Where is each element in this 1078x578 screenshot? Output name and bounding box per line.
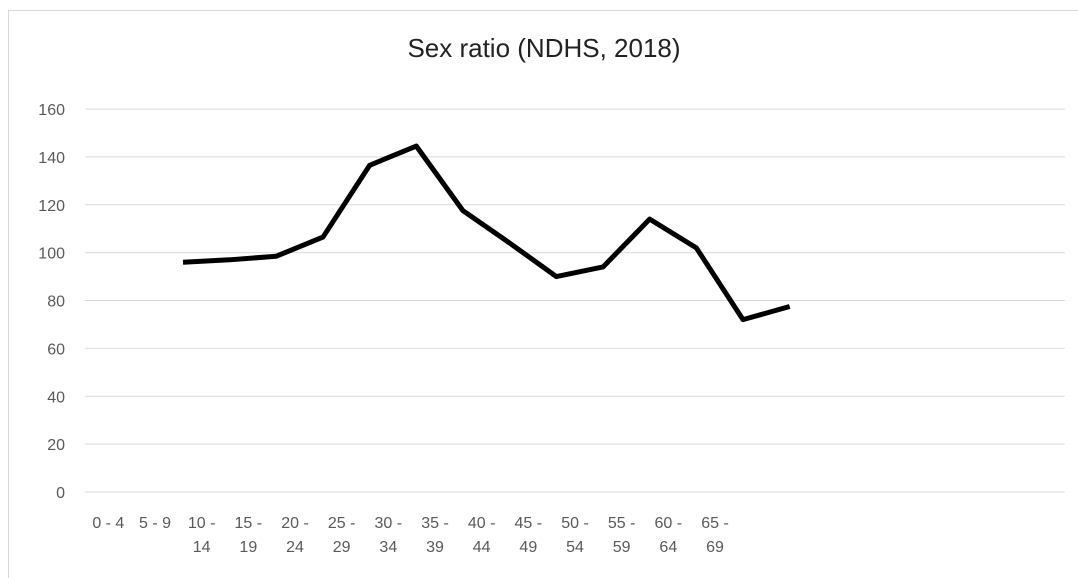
y-tick-label: 160: [38, 102, 65, 119]
y-tick-label: 120: [38, 198, 65, 215]
x-tick-label: 50 -54: [561, 515, 589, 556]
y-tick-label: 80: [47, 294, 65, 311]
y-tick-label: 20: [47, 437, 65, 454]
y-tick-label: 100: [38, 246, 65, 263]
x-tick-label: 5 - 9: [139, 515, 171, 532]
line: [182, 143, 791, 323]
x-tick-label: 45 -49: [515, 515, 543, 556]
chart-border: [8, 10, 1078, 578]
chart-title: Sex ratio (NDHS, 2018): [407, 33, 680, 63]
y-tick-label: 60: [47, 341, 65, 358]
x-tick-label: 0 - 4: [92, 515, 124, 532]
x-tick-label: 10 -14: [188, 515, 216, 556]
y-tick-label: 140: [38, 150, 65, 167]
y-tick-label: 0: [56, 485, 65, 502]
x-tick-label: 15 -19: [235, 515, 263, 556]
x-tick-label: 35 -39: [421, 515, 449, 556]
x-tick-label: 65 -69: [701, 515, 729, 556]
x-tick-label: 60 -64: [655, 515, 683, 556]
x-tick-label: 30 -34: [375, 515, 403, 556]
x-tick-label: 40 -44: [468, 515, 496, 556]
x-tick-label: 55 -59: [608, 515, 636, 556]
x-tick-label: 25 -29: [328, 515, 356, 556]
x-tick-label: 20 -24: [281, 515, 309, 556]
y-tick-label: 40: [47, 389, 65, 406]
